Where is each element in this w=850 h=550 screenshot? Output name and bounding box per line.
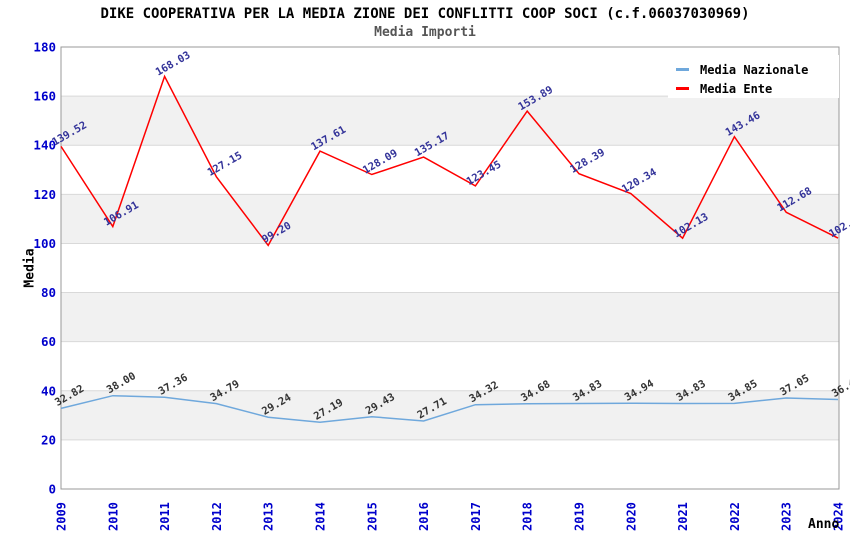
- legend-label-ente: Media Ente: [700, 81, 773, 96]
- legend-item-media-ente: Media Ente: [676, 79, 839, 98]
- svg-text:180: 180: [33, 40, 56, 55]
- svg-text:2023: 2023: [780, 502, 794, 531]
- svg-text:36.46: 36.46: [830, 374, 850, 400]
- svg-text:160: 160: [33, 89, 56, 104]
- svg-text:120.34: 120.34: [620, 166, 659, 195]
- y-axis-title: Media: [22, 248, 38, 288]
- svg-text:127.15: 127.15: [205, 149, 244, 178]
- svg-text:128.39: 128.39: [568, 146, 607, 175]
- svg-text:2013: 2013: [262, 502, 276, 531]
- chart-title: DIKE COOPERATIVA PER LA MEDIA ZIONE DEI …: [100, 6, 750, 22]
- svg-text:2016: 2016: [417, 502, 431, 531]
- svg-text:2015: 2015: [365, 502, 379, 531]
- svg-text:0: 0: [48, 482, 56, 497]
- svg-text:40: 40: [41, 383, 56, 398]
- svg-text:2024: 2024: [832, 502, 846, 531]
- svg-text:2012: 2012: [210, 502, 224, 531]
- legend-line-swatch-nazionale: [676, 68, 689, 71]
- svg-text:2020: 2020: [624, 502, 638, 531]
- svg-text:100: 100: [33, 236, 56, 251]
- svg-text:2014: 2014: [314, 502, 328, 531]
- legend-item-media-nazionale: Media Nazionale: [676, 60, 839, 79]
- svg-text:2021: 2021: [676, 502, 690, 531]
- legend-label-nazionale: Media Nazionale: [700, 62, 809, 77]
- svg-text:168.03: 168.03: [154, 49, 193, 78]
- x-axis-title: Anno: [808, 517, 840, 532]
- svg-text:2010: 2010: [106, 502, 120, 531]
- svg-text:2019: 2019: [573, 502, 587, 531]
- chart-subtitle: Media Importi: [374, 25, 476, 40]
- svg-text:123.45: 123.45: [464, 159, 503, 188]
- svg-text:80: 80: [41, 285, 56, 300]
- svg-text:2022: 2022: [728, 502, 742, 531]
- legend-line-swatch-ente: [676, 87, 689, 90]
- svg-text:140: 140: [33, 138, 56, 153]
- svg-text:20: 20: [41, 432, 56, 447]
- svg-text:60: 60: [41, 334, 56, 349]
- svg-text:2009: 2009: [55, 502, 69, 531]
- svg-text:2018: 2018: [521, 502, 535, 531]
- legend: Media Nazionale Media Ente: [668, 55, 839, 98]
- svg-text:2011: 2011: [158, 502, 172, 531]
- svg-text:120: 120: [33, 187, 56, 202]
- svg-text:2017: 2017: [469, 502, 483, 531]
